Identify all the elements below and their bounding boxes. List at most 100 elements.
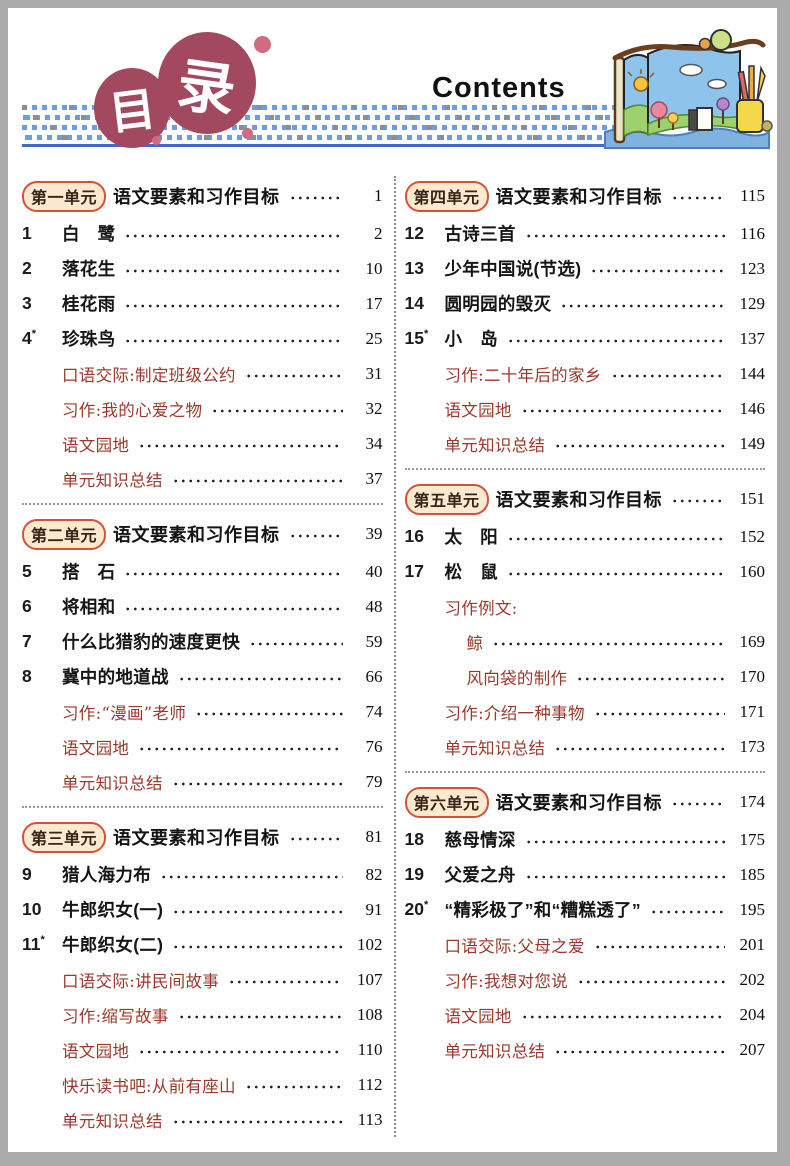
page-number: 207 bbox=[739, 1039, 766, 1059]
leader-dots bbox=[492, 640, 725, 647]
toc-entry: 2 落花生 10 bbox=[22, 251, 383, 286]
entry-title: 口语交际:父母之爱 bbox=[444, 936, 585, 956]
entry-title: 单元知识总结 bbox=[444, 435, 546, 455]
toc-entry: 习作例文: bbox=[405, 589, 766, 624]
entry-number: 6 bbox=[22, 596, 32, 616]
leader-dots bbox=[124, 337, 343, 344]
leader-dots bbox=[124, 570, 343, 577]
entry-title: 冀中的地道战 bbox=[62, 667, 169, 687]
entry-title: 语文园地 bbox=[444, 1006, 512, 1026]
page-number: 108 bbox=[357, 1004, 383, 1024]
leader-dots bbox=[124, 232, 343, 239]
toc-entry: 4* 珍珠鸟 25 bbox=[22, 321, 383, 356]
entry-title: 单元知识总结 bbox=[444, 1041, 546, 1061]
toc-entry: 15* 小 岛 137 bbox=[405, 321, 766, 356]
column-divider bbox=[393, 176, 396, 1137]
entry-title: 白 鹭 bbox=[62, 224, 116, 244]
page-number: 48 bbox=[365, 596, 383, 616]
entry-title: 桂花雨 bbox=[62, 294, 116, 314]
entry-title: 圆明园的毁灭 bbox=[444, 294, 552, 314]
toc-columns: 第一单元 语文要素和习作目标 1 1 白 鹭 2 2 落花生 10 3 桂花雨 17 4* 珍珠鸟 25 口语… bbox=[8, 176, 777, 1137]
page-number: 137 bbox=[739, 328, 766, 348]
page-number: 151 bbox=[739, 489, 766, 508]
leader-dots bbox=[177, 675, 343, 682]
entry-title: 单元知识总结 bbox=[62, 773, 163, 793]
entry-number: 16 bbox=[404, 526, 424, 546]
leader-dots bbox=[560, 302, 725, 309]
toc-entry: 单元知识总结 37 bbox=[22, 461, 383, 496]
toc-entry: 语文园地 76 bbox=[22, 729, 383, 764]
page-number: 152 bbox=[739, 526, 766, 546]
entry-title: 太 阳 bbox=[444, 527, 498, 547]
toc-page: 目 录 Contents bbox=[8, 8, 777, 1152]
page-number: 102 bbox=[357, 934, 383, 954]
page-number: 32 bbox=[365, 398, 383, 418]
page-number: 201 bbox=[739, 934, 766, 954]
leader-dots bbox=[177, 1013, 343, 1020]
entry-title: 猎人海力布 bbox=[62, 865, 151, 885]
entry-title: 语文园地 bbox=[62, 1041, 130, 1061]
page-number: 173 bbox=[739, 736, 766, 756]
leader-dots bbox=[171, 780, 343, 787]
leader-dots bbox=[649, 908, 725, 915]
entry-title: 习作例文: bbox=[444, 598, 518, 618]
leader-dots bbox=[506, 337, 725, 344]
page-number: 115 bbox=[740, 186, 765, 205]
page-number: 66 bbox=[365, 666, 383, 686]
leader-dots bbox=[520, 407, 725, 414]
entry-title: 口语交际:制定班级公约 bbox=[62, 365, 236, 385]
toc-entry: 语文园地 34 bbox=[22, 426, 383, 461]
page-number: 169 bbox=[739, 631, 766, 651]
leader-dots bbox=[172, 908, 343, 915]
dot-row bbox=[22, 135, 634, 140]
page-number: 107 bbox=[357, 969, 383, 989]
page-number: 79 bbox=[365, 771, 383, 791]
unit-heading: 第四单元 语文要素和习作目标 115 bbox=[404, 176, 765, 216]
leader-dots bbox=[524, 232, 725, 239]
entry-title: 快乐读书吧:从前有座山 bbox=[62, 1076, 236, 1096]
entry-number: 4* bbox=[22, 328, 37, 348]
toc-entry: 19 父爱之舟 185 bbox=[405, 857, 766, 892]
leader-dots bbox=[249, 640, 343, 647]
entry-title: 父爱之舟 bbox=[444, 865, 516, 885]
toc-entry: 1 白 鹭 2 bbox=[22, 216, 383, 251]
toc-entry: 11* 牛郎织女(二) 102 bbox=[22, 927, 383, 962]
mulu-logo: 目 录 bbox=[94, 32, 284, 156]
picture-book-illustration bbox=[604, 29, 773, 149]
entry-number: 15* bbox=[404, 328, 429, 348]
entry-number: 20* bbox=[404, 899, 429, 919]
entry-title: 搭 石 bbox=[62, 562, 116, 582]
leader-dots bbox=[671, 195, 725, 201]
page-number: 34 bbox=[365, 433, 383, 453]
entry-title: 语文园地 bbox=[62, 738, 130, 758]
unit-title: 语文要素和习作目标 bbox=[495, 490, 663, 510]
entry-title: 习作:二十年后的家乡 bbox=[444, 365, 602, 385]
entry-title: 鲸 bbox=[466, 633, 484, 653]
toc-entry: 6 将相和 48 bbox=[22, 589, 383, 624]
contents-title: Contents bbox=[432, 72, 566, 104]
leader-dots bbox=[288, 533, 343, 539]
page-number: 40 bbox=[365, 561, 383, 581]
entry-title: 习作:我想对您说 bbox=[444, 971, 568, 991]
leader-dots bbox=[593, 943, 725, 950]
entry-number: 8 bbox=[22, 666, 32, 686]
leader-dots bbox=[576, 978, 725, 985]
unit-badge: 第一单元 bbox=[22, 180, 107, 212]
leader-dots bbox=[160, 873, 343, 880]
entry-title: 习作:介绍一种事物 bbox=[444, 703, 585, 723]
page-number: 17 bbox=[365, 293, 383, 313]
page-number: 129 bbox=[739, 293, 766, 313]
unit-badge: 第四单元 bbox=[404, 180, 489, 212]
entry-title: 将相和 bbox=[62, 597, 116, 617]
toc-column-left: 第一单元 语文要素和习作目标 1 1 白 鹭 2 2 落花生 10 3 桂花雨 17 4* 珍珠鸟 25 口语… bbox=[22, 176, 383, 1137]
page-number: 112 bbox=[357, 1074, 383, 1094]
unit-title: 语文要素和习作目标 bbox=[495, 187, 663, 207]
entry-title: 松 鼠 bbox=[444, 562, 498, 582]
page-number: 202 bbox=[739, 969, 766, 989]
entry-title: 少年中国说(节选) bbox=[444, 259, 582, 279]
leader-dots bbox=[244, 372, 343, 379]
page-header: 目 录 Contents bbox=[8, 8, 777, 166]
page-number: 116 bbox=[740, 223, 765, 243]
entry-number: 11* bbox=[22, 934, 45, 954]
page-number: 110 bbox=[357, 1039, 383, 1059]
